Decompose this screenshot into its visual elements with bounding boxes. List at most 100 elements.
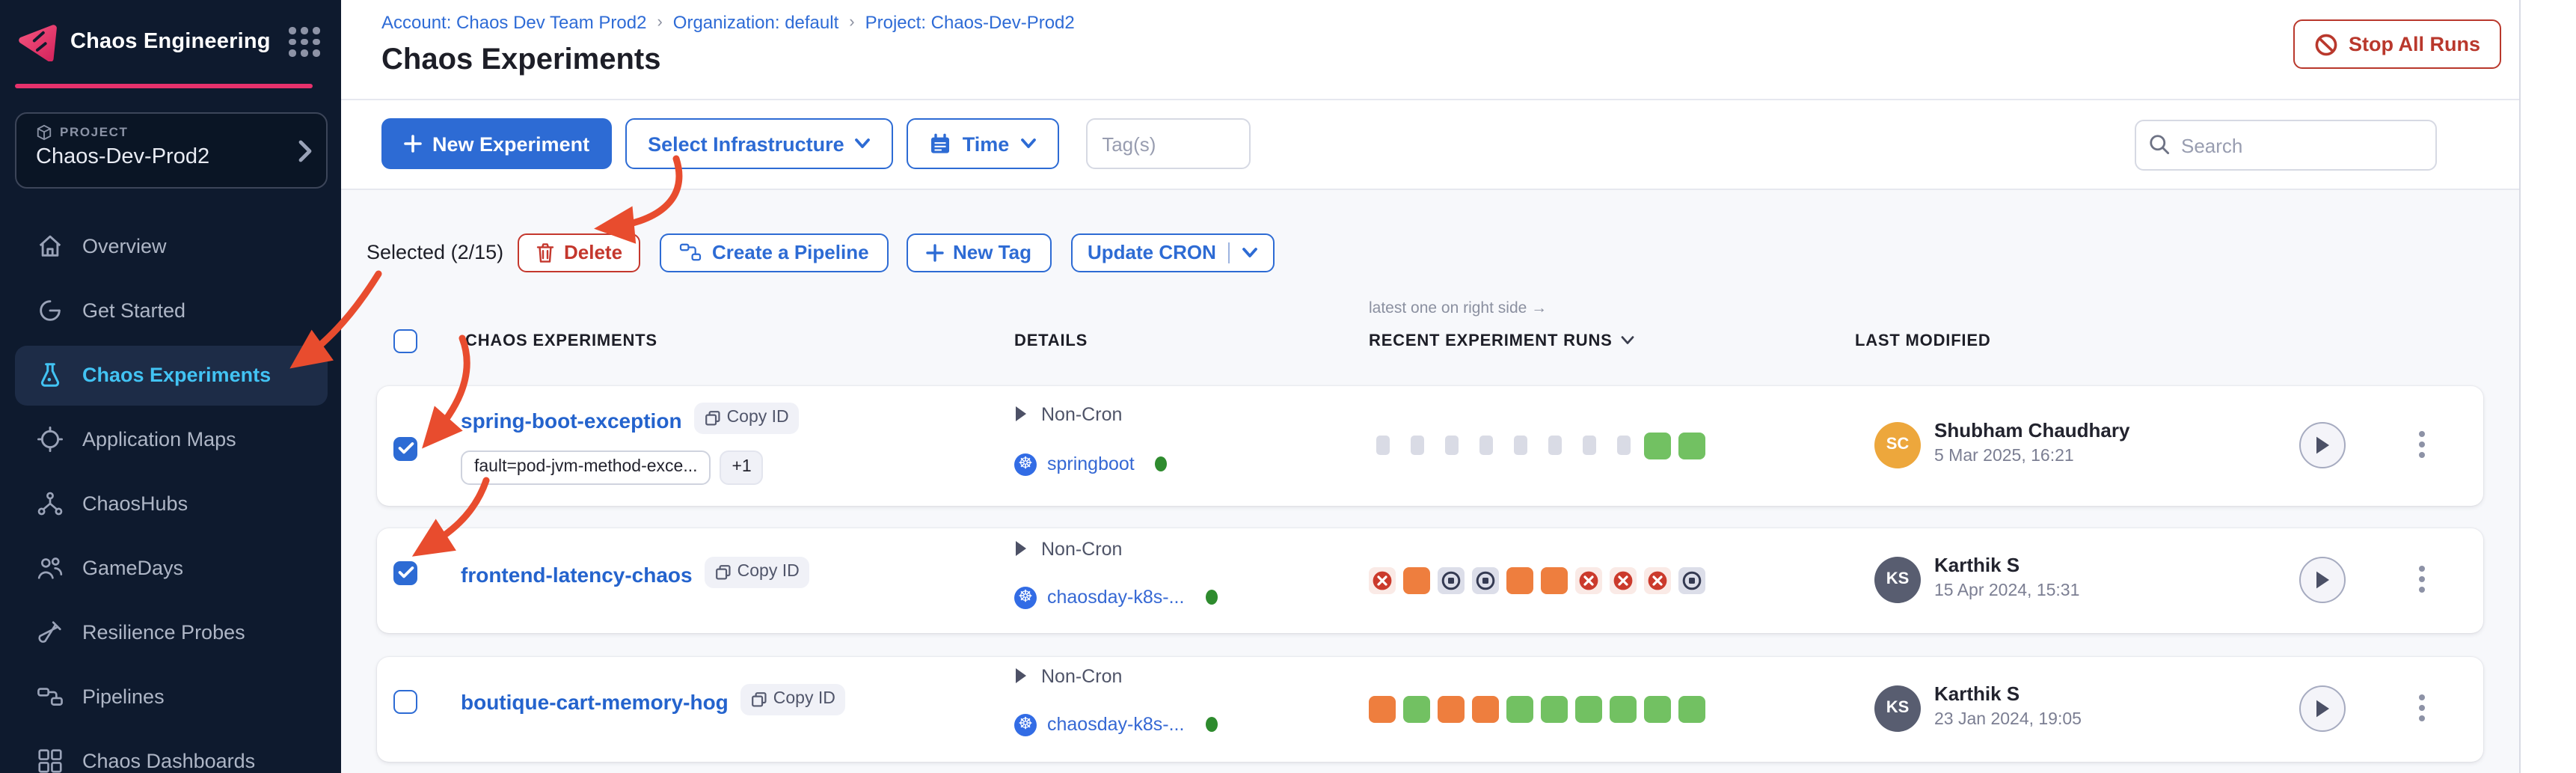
failed-run-icon — [1647, 569, 1668, 590]
breadcrumb-account-link[interactable]: Account: Chaos Dev Team Prod2 — [381, 12, 646, 33]
run-status-failed[interactable] — [1610, 566, 1637, 593]
recent-runs-strip[interactable] — [1369, 566, 1705, 593]
more-tags-chip[interactable]: +1 — [720, 450, 764, 484]
sidebar-item-label: GameDays — [82, 557, 183, 579]
run-status-na[interactable] — [1369, 432, 1396, 459]
infra-active-dot — [1156, 456, 1168, 471]
run-experiment-button[interactable] — [2299, 421, 2346, 468]
search-input[interactable] — [2135, 120, 2437, 171]
cron-status[interactable]: Non-Cron — [1014, 538, 1122, 559]
avatar: KS — [1874, 685, 1921, 731]
run-status-green[interactable] — [1575, 695, 1602, 722]
copy-id-chip[interactable]: Copy ID — [694, 402, 800, 433]
row-menu-button[interactable] — [2413, 688, 2431, 727]
breadcrumb-org-link[interactable]: Organization: default — [673, 12, 839, 33]
breadcrumb-project-link[interactable]: Project: Chaos-Dev-Prod2 — [865, 12, 1075, 33]
run-experiment-button[interactable] — [2299, 556, 2346, 602]
run-status-green[interactable] — [1541, 695, 1568, 722]
experiment-name-link[interactable]: spring-boot-exceptionCopy ID — [461, 402, 800, 433]
run-status-stopped[interactable] — [1472, 566, 1499, 593]
run-experiment-button[interactable] — [2299, 685, 2346, 731]
infrastructure-link[interactable]: chaosday-k8s-... — [1047, 714, 1184, 735]
sidebar-item-overview[interactable]: Overview — [15, 216, 328, 276]
delete-button[interactable]: Delete — [518, 233, 640, 272]
experiment-name-link[interactable]: frontend-latency-chaosCopy ID — [461, 556, 810, 587]
time-filter-dropdown[interactable]: Time — [907, 119, 1059, 170]
sidebar-item-get-started[interactable]: Get Started — [15, 281, 328, 340]
dashboard-icon — [34, 746, 64, 773]
row-checkbox[interactable] — [393, 689, 417, 713]
cron-status[interactable]: Non-Cron — [1014, 665, 1122, 686]
new-tag-button[interactable]: New Tag — [907, 233, 1051, 272]
sidebar-item-chaoshubs[interactable]: ChaosHubs — [15, 474, 328, 534]
run-status-orange[interactable] — [1438, 695, 1465, 722]
modified-date: 5 Mar 2025, 16:21 — [1934, 447, 2074, 465]
run-status-failed[interactable] — [1369, 566, 1396, 593]
sidebar-item-gamedays[interactable]: GameDays — [15, 538, 328, 598]
run-status-orange[interactable] — [1369, 695, 1396, 722]
sidebar: Chaos Engineering PROJECT Chaos-Dev-Prod… — [0, 0, 341, 773]
column-header-experiments: CHAOS EXPERIMENTS — [465, 331, 657, 349]
run-status-green[interactable] — [1678, 695, 1705, 722]
run-status-green[interactable] — [1403, 695, 1430, 722]
sidebar-item-chaos-dashboards[interactable]: Chaos Dashboards — [15, 731, 328, 773]
run-status-stopped[interactable] — [1678, 566, 1705, 593]
stop-all-runs-button[interactable]: Stop All Runs — [2293, 19, 2501, 69]
select-infrastructure-dropdown[interactable]: Select Infrastructure — [625, 119, 894, 170]
run-status-na[interactable] — [1610, 432, 1637, 459]
run-status-na[interactable] — [1575, 432, 1602, 459]
select-all-checkbox[interactable] — [393, 329, 417, 352]
logo-row: Chaos Engineering — [0, 0, 341, 84]
row-checkbox[interactable] — [393, 560, 417, 584]
cron-status[interactable]: Non-Cron — [1014, 403, 1122, 424]
row-menu-button[interactable] — [2413, 424, 2431, 463]
copy-id-chip[interactable]: Copy ID — [705, 556, 810, 587]
recent-runs-strip[interactable] — [1369, 695, 1705, 722]
experiment-name-link[interactable]: boutique-cart-memory-hogCopy ID — [461, 683, 846, 715]
sidebar-item-label: Overview — [82, 235, 167, 257]
sidebar-item-pipelines[interactable]: Pipelines — [15, 667, 328, 727]
row-checkbox[interactable] — [393, 436, 417, 460]
page-title: Chaos Experiments — [381, 43, 2576, 78]
create-pipeline-button[interactable]: Create a Pipeline — [660, 233, 889, 272]
run-status-green[interactable] — [1644, 695, 1671, 722]
run-status-orange[interactable] — [1541, 566, 1568, 593]
run-status-failed[interactable] — [1644, 566, 1671, 593]
run-status-orange[interactable] — [1506, 566, 1533, 593]
breadcrumb: Account: Chaos Dev Team Prod2 › Organiza… — [381, 12, 2576, 33]
run-status-green[interactable] — [1610, 695, 1637, 722]
run-status-orange[interactable] — [1472, 695, 1499, 722]
copy-id-chip[interactable]: Copy ID — [740, 683, 846, 715]
row-menu-button[interactable] — [2413, 559, 2431, 598]
run-status-na[interactable] — [1506, 432, 1533, 459]
run-status-failed[interactable] — [1575, 566, 1602, 593]
run-status-green[interactable] — [1506, 695, 1533, 722]
sidebar-item-resilience-probes[interactable]: Resilience Probes — [15, 602, 328, 662]
no-run-bar — [1616, 436, 1630, 455]
app-switcher-icon[interactable] — [289, 28, 320, 57]
plus-icon — [404, 135, 422, 153]
sidebar-item-chaos-experiments[interactable]: Chaos Experiments — [15, 345, 328, 405]
column-header-runs[interactable]: RECENT EXPERIMENT RUNS — [1369, 331, 1635, 349]
run-status-na[interactable] — [1541, 432, 1568, 459]
network-icon — [34, 489, 64, 519]
run-status-green[interactable] — [1644, 432, 1671, 459]
tags-filter-input[interactable] — [1085, 119, 1250, 170]
run-status-na[interactable] — [1403, 432, 1430, 459]
update-cron-button[interactable]: Update CRON — [1071, 233, 1275, 272]
new-experiment-button[interactable]: New Experiment — [381, 119, 612, 170]
sidebar-item-application-maps[interactable]: Application Maps — [15, 409, 328, 469]
project-selector[interactable]: PROJECT Chaos-Dev-Prod2 — [15, 111, 328, 188]
run-status-na[interactable] — [1438, 432, 1465, 459]
run-status-stopped[interactable] — [1438, 566, 1465, 593]
recent-runs-strip[interactable] — [1369, 432, 1705, 459]
modified-by-name: Karthik S — [1934, 553, 2020, 575]
no-run-bar — [1444, 436, 1458, 455]
infrastructure-link[interactable]: springboot — [1047, 453, 1135, 474]
button-divider — [1228, 242, 1230, 263]
run-status-green[interactable] — [1678, 432, 1705, 459]
infrastructure-link[interactable]: chaosday-k8s-... — [1047, 587, 1184, 608]
run-status-na[interactable] — [1472, 432, 1499, 459]
run-status-orange[interactable] — [1403, 566, 1430, 593]
failed-run-icon — [1578, 569, 1599, 590]
